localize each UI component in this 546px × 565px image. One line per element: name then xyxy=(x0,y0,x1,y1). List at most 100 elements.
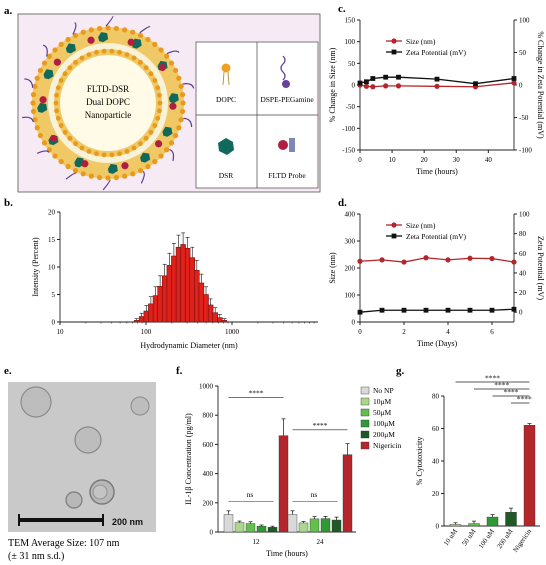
dopc-headgroup-outer xyxy=(52,153,58,159)
x-category-label: 100 uM xyxy=(477,527,497,550)
dopc-headgroup-outer xyxy=(46,53,52,59)
dopc-headgroup-outer xyxy=(179,92,186,98)
dopc-icon xyxy=(221,63,231,86)
y-tick-label: 20 xyxy=(432,490,440,498)
dsr-particle xyxy=(107,163,118,174)
dopc-headgroup-inner xyxy=(124,52,130,57)
dopc-headgroup-outer xyxy=(88,27,94,33)
sig-label: **** xyxy=(249,389,264,398)
dopc-headgroup-outer xyxy=(97,25,103,32)
x-tick-label: 6 xyxy=(490,328,494,336)
dopc-headgroup-inner xyxy=(157,100,163,106)
ns-label: ns xyxy=(247,490,254,499)
series-point-zeta xyxy=(396,74,401,80)
dopc-headgroup-inner xyxy=(117,49,122,55)
y-tick-label-right: 50 xyxy=(519,49,527,57)
dopc-headgroup-inner xyxy=(79,55,85,61)
y-tick-label-left: -100 xyxy=(342,125,355,133)
fltd-probe xyxy=(169,102,177,110)
y-tick-label-right: 80 xyxy=(519,230,527,238)
x-tick-label: 1000 xyxy=(225,328,240,336)
y-tick-label: 40 xyxy=(432,458,440,466)
series-point-size xyxy=(511,259,517,265)
dopc-headgroup-inner xyxy=(152,78,158,83)
legend-dspe: DSPE-PEGamine xyxy=(260,95,314,104)
histogram-bar xyxy=(203,294,209,323)
bar-50μM xyxy=(309,518,320,533)
dopc-headgroup-inner xyxy=(117,151,122,157)
dopc-headgroup-outer xyxy=(180,100,186,106)
chart-f-il1b: 0 200 400 600 800 1000 12 24 ns **** ns **** No NP 10… xyxy=(184,383,402,559)
y-tick-label-right: 0 xyxy=(519,309,523,317)
dopc-headgroup-outer xyxy=(137,167,144,174)
dopc-headgroup-outer xyxy=(168,140,175,146)
histogram-bar xyxy=(161,275,168,323)
panel-e-label: e. xyxy=(4,365,12,377)
dopc-headgroup-inner xyxy=(62,71,68,77)
series-point-size xyxy=(445,257,451,263)
fltd-probe xyxy=(53,58,61,66)
dopc-headgroup-outer xyxy=(158,47,164,53)
x-category-label: 24 xyxy=(317,538,325,546)
dopc-headgroup-inner xyxy=(54,108,59,114)
dopc-headgroup-inner xyxy=(58,78,64,83)
y-tick-label: 600 xyxy=(203,441,214,449)
dopc-headgroup-outer xyxy=(105,175,111,181)
dopc-headgroup-outer xyxy=(178,117,184,123)
fltd-probe xyxy=(121,162,129,170)
legend-swatch xyxy=(360,397,370,406)
y-axis-label-right: % Change in Zeta Potential (mV) xyxy=(536,31,545,139)
histogram-bar xyxy=(207,304,214,323)
panel-c-label: c. xyxy=(338,3,346,15)
dopc-headgroup-outer xyxy=(30,108,37,114)
component-legend-box: DOPC DSPE-PEGamine DSR FLTD Probe xyxy=(195,41,319,189)
series-point-zeta xyxy=(511,76,517,81)
tem-caption-line2: (± 31 nm s.d.) xyxy=(8,551,64,562)
dopc-headgroup-inner xyxy=(155,85,161,91)
y-tick-label-left: -150 xyxy=(342,147,355,155)
dopc-headgroup-inner xyxy=(157,92,162,98)
y-axis-label-left: % Change in Size (nm) xyxy=(328,47,337,122)
series-point-zeta xyxy=(357,80,363,86)
panel-g-label: g. xyxy=(396,365,405,377)
dopc-headgroup-inner xyxy=(55,115,61,121)
dopc-headgroup-inner xyxy=(109,152,115,158)
sig-label: **** xyxy=(313,421,328,430)
legend-marker xyxy=(391,38,397,44)
dopc-headgroup-inner xyxy=(131,55,137,61)
dsr-particle xyxy=(43,69,54,80)
legend-swatch xyxy=(360,441,370,450)
legend-marker xyxy=(391,233,397,239)
dsr-icon xyxy=(218,138,234,155)
y-tick-label: 0 xyxy=(52,319,56,327)
series-point-zeta xyxy=(383,74,389,80)
x-axis-label: Time (hours) xyxy=(416,167,458,176)
dopc-headgroup-outer xyxy=(176,125,182,131)
peg-chain xyxy=(139,26,151,34)
panel-d-label: d. xyxy=(338,197,347,209)
bar-Nigericin xyxy=(342,454,353,533)
bar-100μM xyxy=(320,518,331,533)
legend-label: 50μM xyxy=(373,408,392,417)
dopc-headgroup-outer xyxy=(113,25,119,32)
histogram-bar xyxy=(180,244,186,323)
dopc-headgroup-outer xyxy=(97,174,103,181)
dopc-headgroup-inner xyxy=(148,129,154,135)
dsr-particle xyxy=(98,32,109,43)
dopc-headgroup-outer xyxy=(130,171,136,177)
x-tick-label: 100 xyxy=(141,328,152,336)
peg-chain xyxy=(65,172,77,180)
peg-chain xyxy=(42,44,48,57)
bar-10μM xyxy=(234,522,245,533)
fltd-probe xyxy=(127,38,135,46)
ns-label: ns xyxy=(311,490,318,499)
histogram-bar xyxy=(134,320,140,323)
peg-chain xyxy=(166,50,180,55)
y-axis-label: % Cytotoxicity xyxy=(415,437,424,486)
dopc-headgroup-inner xyxy=(124,149,130,154)
bar-No NP xyxy=(223,514,234,533)
dopc-headgroup-inner xyxy=(143,65,149,71)
legend-label: Zeta Potential (mV) xyxy=(406,48,466,57)
dopc-headgroup-outer xyxy=(178,83,184,89)
histogram-bar xyxy=(175,246,182,323)
